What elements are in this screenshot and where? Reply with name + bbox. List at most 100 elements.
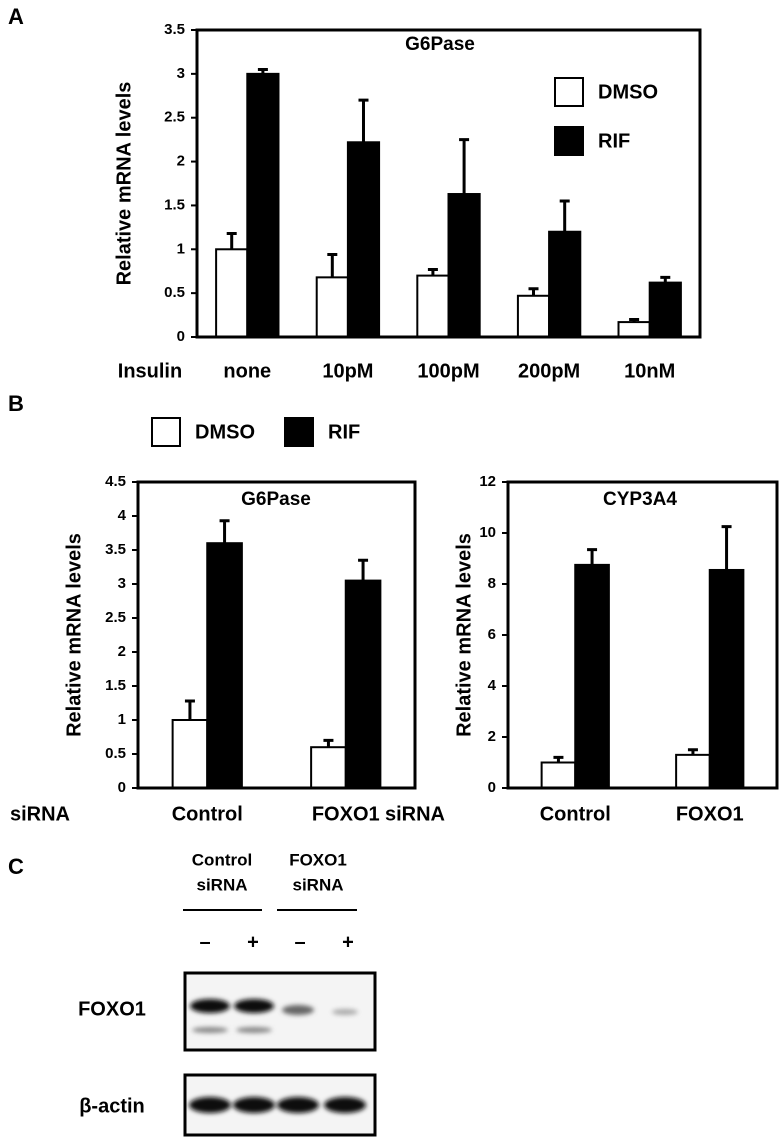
bar <box>344 579 382 789</box>
plot-frame <box>506 480 779 790</box>
error-bar <box>629 317 640 323</box>
bar <box>346 141 381 338</box>
plot-frame <box>136 480 417 790</box>
y-tick-label: 4 <box>118 507 127 524</box>
group-label: siRNA <box>196 875 247 894</box>
y-tick-label: 3.5 <box>105 541 126 558</box>
error-bar <box>721 525 732 570</box>
error-bar <box>327 253 338 278</box>
bar <box>315 276 349 338</box>
y-tick-label: 3.5 <box>164 21 185 38</box>
x-tick-label: FOXO1 <box>676 803 744 825</box>
bar <box>675 753 711 789</box>
chart-title: CYP3A4 <box>603 489 677 510</box>
error-bar <box>687 748 698 755</box>
y-tick-label: 4 <box>488 677 497 694</box>
x-tick-label: Control <box>540 803 611 825</box>
band <box>190 999 230 1013</box>
error-bar <box>553 755 564 763</box>
bar <box>310 746 347 790</box>
x-axis-label: siRNA <box>385 803 445 825</box>
y-tick-label: 0 <box>177 328 185 345</box>
error-bar <box>459 138 470 195</box>
x-axis-label: siRNA <box>10 803 70 825</box>
y-tick-label: 1 <box>177 240 185 257</box>
error-bar <box>184 699 195 720</box>
row-label: β-actin <box>79 1095 145 1117</box>
y-tick-label: 0 <box>488 779 496 796</box>
band <box>234 999 274 1013</box>
y-tick-label: 10 <box>479 524 496 541</box>
y-tick-label: 2.5 <box>164 109 185 126</box>
band <box>277 1097 319 1113</box>
band <box>332 1009 358 1015</box>
y-tick-label: 1 <box>118 711 126 728</box>
y-tick-label: 1.5 <box>105 677 126 694</box>
y-tick-label: 2.5 <box>105 609 126 626</box>
y-tick-label: 3 <box>177 65 185 82</box>
lane-label: – <box>199 931 210 953</box>
y-tick-label: 4.5 <box>105 473 126 490</box>
chart-title: G6Pase <box>405 34 475 55</box>
error-bar <box>528 287 539 296</box>
y-tick-label: 6 <box>488 626 496 643</box>
legend-swatch <box>554 126 584 156</box>
y-tick-label: 0.5 <box>164 284 185 301</box>
error-bar <box>219 519 230 544</box>
legend-swatch <box>284 417 314 447</box>
bar <box>548 230 582 338</box>
error-bar <box>358 558 369 581</box>
band <box>189 1097 231 1113</box>
legend-label: RIF <box>598 130 630 152</box>
bar <box>617 321 651 338</box>
error-bar <box>323 738 334 748</box>
bar <box>708 568 745 789</box>
panel-label: C <box>8 854 24 879</box>
band <box>282 1005 314 1015</box>
bar <box>540 761 577 789</box>
lane-label: + <box>342 931 354 953</box>
group-label: siRNA <box>292 875 343 894</box>
bar <box>206 542 243 790</box>
y-tick-label: 3 <box>118 575 126 592</box>
x-tick-label: 100pM <box>417 360 479 382</box>
y-tick-label: 0.5 <box>105 745 126 762</box>
y-tick-label: 12 <box>479 473 496 490</box>
bar <box>574 563 610 789</box>
bar <box>171 719 209 789</box>
band <box>236 1027 272 1033</box>
y-tick-label: 1.5 <box>164 196 185 213</box>
panel-label: A <box>8 4 24 29</box>
lane-label: – <box>294 931 305 953</box>
x-tick-label: 10pM <box>322 360 373 382</box>
error-bar <box>358 98 369 143</box>
y-tick-label: 2 <box>118 643 126 660</box>
x-tick-label: FOXO1 <box>312 803 380 825</box>
error-bar <box>427 267 438 276</box>
y-tick-label: 2 <box>177 153 185 170</box>
panel-label: B <box>8 391 24 416</box>
bar <box>246 72 280 338</box>
x-tick-label: 200pM <box>518 360 580 382</box>
legend-label: DMSO <box>195 421 255 443</box>
band <box>233 1097 275 1113</box>
bar <box>215 248 249 339</box>
error-bar <box>660 275 671 283</box>
band <box>192 1027 228 1033</box>
y-tick-label: 8 <box>488 575 496 592</box>
error-bar <box>587 548 598 565</box>
group-label: FOXO1 <box>289 850 347 869</box>
blot-bands <box>190 999 358 1033</box>
legend-label: RIF <box>328 421 360 443</box>
error-bar <box>257 67 268 74</box>
x-tick-label: 10nM <box>624 360 675 382</box>
legend-label: DMSO <box>598 81 658 103</box>
legend-swatch <box>554 77 584 107</box>
western-blot: C Control siRNA FOXO1 siRNA – + – + FOXO… <box>8 850 377 1137</box>
row-label: FOXO1 <box>78 998 146 1020</box>
bar <box>447 193 481 338</box>
bar <box>516 294 551 339</box>
y-tick-label: 2 <box>488 728 496 745</box>
band <box>324 1097 366 1113</box>
y-axis-label: Relative mRNA levels <box>113 82 135 286</box>
